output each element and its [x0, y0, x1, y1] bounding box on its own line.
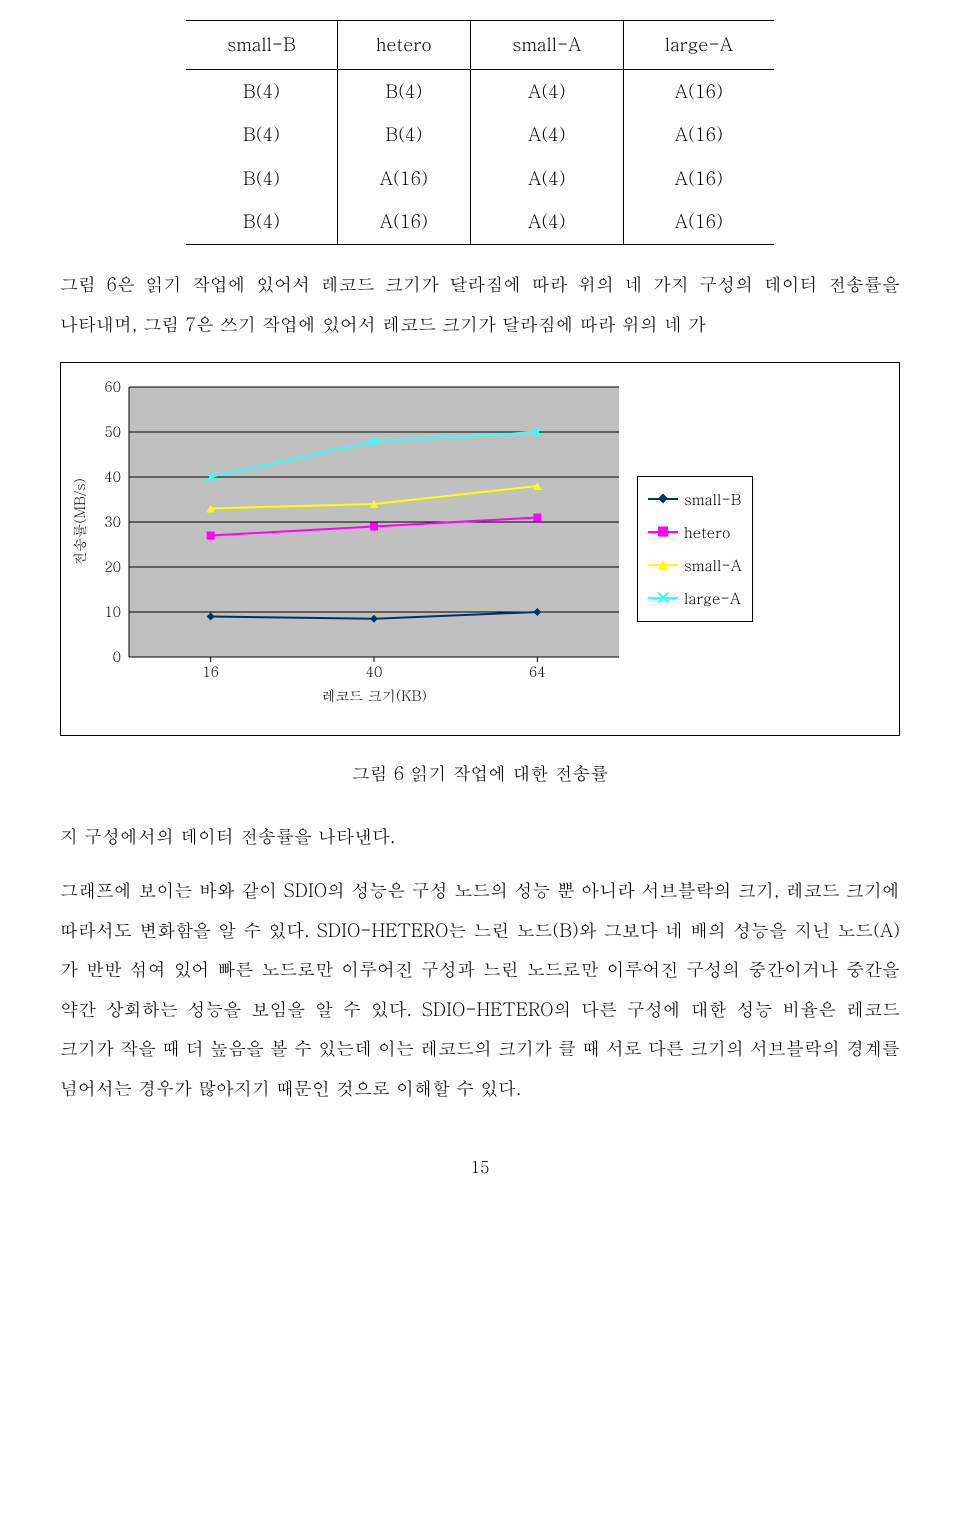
svg-text:레코드 크기(KB): 레코드 크기(KB) — [321, 685, 427, 705]
chart-plot: 0 10 20 30 40 50 60 16 40 64 레코드 크기(KB) 전송률(MB/s) — [69, 377, 629, 721]
x-marker-icon — [657, 582, 669, 615]
figure-caption: 그림 6 읽기 작업에 대한 전송률 — [60, 754, 900, 794]
svg-text:40: 40 — [104, 466, 121, 486]
table-cell: B(4) — [337, 113, 470, 157]
continuation-paragraph: 지 구성에서의 데이터 전송률을 나타낸다. — [60, 817, 900, 857]
table-cell: A(4) — [470, 157, 623, 201]
intro-paragraph: 그림 6은 읽기 작업에 있어서 레코드 크기가 달라짐에 따라 위의 네 가지… — [60, 265, 900, 344]
triangle-marker-icon — [657, 549, 669, 582]
chart-figure: 0 10 20 30 40 50 60 16 40 64 레코드 크기(KB) 전송률(MB/s) s… — [60, 362, 900, 736]
svg-text:0: 0 — [113, 646, 121, 666]
table-cell: A(16) — [623, 69, 774, 113]
legend-item: small-A — [648, 549, 742, 582]
table-cell: A(16) — [623, 157, 774, 201]
table-cell: A(16) — [623, 113, 774, 157]
page-number: 15 — [60, 1149, 900, 1184]
table-cell: B(4) — [337, 69, 470, 113]
svg-text:30: 30 — [104, 511, 121, 531]
table-cell: B(4) — [186, 113, 337, 157]
legend-label: hetero — [684, 516, 731, 549]
legend-label: small-A — [684, 549, 742, 582]
table-cell: A(16) — [337, 200, 470, 244]
config-table: small-B hetero small-A large-A B(4)B(4)A… — [186, 20, 774, 245]
legend-label: large-A — [684, 582, 741, 615]
svg-text:16: 16 — [202, 661, 219, 681]
table-header: large-A — [623, 21, 774, 70]
svg-text:10: 10 — [104, 601, 121, 621]
svg-text:40: 40 — [366, 661, 383, 681]
body-paragraph: 그래프에 보이는 바와 같이 SDIO의 성능은 구성 노드의 성능 뿐 아니라… — [60, 871, 900, 1109]
table-cell: A(4) — [470, 69, 623, 113]
svg-text:60: 60 — [104, 377, 121, 396]
legend-item: large-A — [648, 582, 742, 615]
square-marker-icon — [657, 516, 669, 549]
table-cell: B(4) — [186, 69, 337, 113]
table-cell: A(16) — [337, 157, 470, 201]
legend-item: small-B — [648, 483, 742, 516]
svg-text:전송률(MB/s): 전송률(MB/s) — [69, 478, 89, 566]
svg-text:20: 20 — [104, 556, 121, 576]
table-header: hetero — [337, 21, 470, 70]
table-header: small-A — [470, 21, 623, 70]
legend-label: small-B — [684, 483, 741, 516]
svg-text:64: 64 — [529, 661, 546, 681]
chart-legend: small-Bheterosmall-Alarge-A — [637, 476, 753, 622]
table-cell: B(4) — [186, 157, 337, 201]
legend-item: hetero — [648, 516, 742, 549]
table-cell: B(4) — [186, 200, 337, 244]
table-cell: A(4) — [470, 113, 623, 157]
svg-text:50: 50 — [104, 421, 121, 441]
table-header: small-B — [186, 21, 337, 70]
diamond-marker-icon — [657, 483, 669, 516]
table-cell: A(4) — [470, 200, 623, 244]
table-cell: A(16) — [623, 200, 774, 244]
